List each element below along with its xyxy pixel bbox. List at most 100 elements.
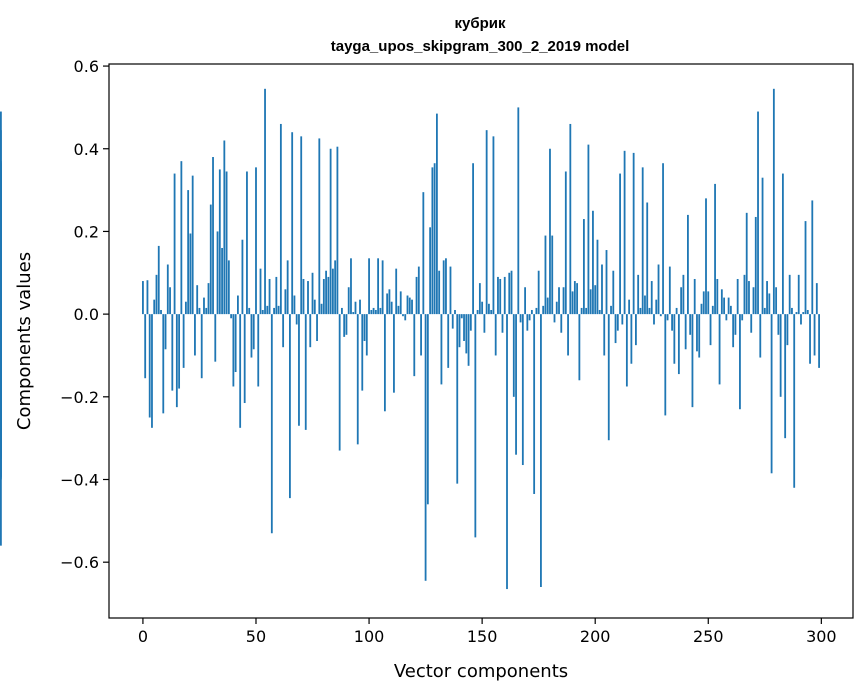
bar-210 (616, 314, 619, 331)
bar-38 (227, 260, 230, 315)
bar-33 (216, 231, 219, 315)
bar-112 (395, 268, 398, 315)
bar-190 (571, 291, 574, 315)
bar-91 (347, 287, 350, 315)
bar-237 (677, 314, 680, 375)
bar-161 (506, 314, 508, 590)
bar-206 (607, 314, 610, 441)
bar-199 (592, 210, 594, 315)
bar-225 (650, 281, 653, 315)
bar-66 (291, 132, 294, 315)
bar-273 (759, 314, 762, 358)
bar-160 (503, 276, 506, 315)
bar-244 (693, 278, 696, 315)
bar-239 (682, 274, 685, 315)
bar-202 (598, 309, 601, 315)
bar-32 (214, 314, 217, 362)
bar-218 (635, 314, 637, 346)
bars-group (0, 88, 820, 590)
bar-177 (542, 305, 545, 315)
bar-278 (770, 314, 773, 474)
bar-71 (302, 278, 305, 315)
bar-138 (454, 309, 456, 315)
bar-212 (621, 314, 624, 325)
bar-119 (411, 299, 413, 315)
bar-195 (582, 219, 585, 315)
bar-35 (221, 247, 223, 315)
bar-88 (341, 307, 343, 315)
bar-169 (524, 287, 526, 315)
bar-217 (632, 152, 635, 315)
bar-280 (775, 287, 778, 315)
bar-36 (223, 140, 226, 315)
bar-191 (573, 281, 576, 315)
bar-3 (148, 314, 151, 418)
bar-205 (605, 250, 608, 315)
bar-233 (668, 266, 671, 315)
bar-170 (526, 314, 529, 331)
bar-132 (440, 314, 443, 385)
bar-107 (383, 314, 386, 412)
y-tick-label: −0.4 (60, 471, 99, 490)
bar-286 (788, 274, 791, 315)
bar-29 (207, 283, 210, 315)
bar-34 (218, 169, 221, 315)
bar-110 (390, 301, 393, 315)
x-tick-label: 50 (246, 627, 266, 646)
bar-266 (743, 274, 746, 315)
bar-151 (483, 314, 486, 333)
bar-274 (761, 177, 764, 315)
bar-83 (329, 148, 332, 315)
bar-198 (589, 289, 592, 315)
bar-158 (499, 278, 502, 315)
bar-53 (261, 309, 264, 315)
bar-101 (370, 309, 373, 315)
bar-165 (515, 314, 517, 455)
bar-221 (641, 167, 644, 315)
bar-255 (718, 314, 721, 385)
bar-43 (239, 314, 242, 428)
bar-82 (327, 276, 330, 315)
bar-192 (576, 283, 579, 315)
y-tick-label: −0.6 (60, 553, 99, 572)
x-axis-ticks: 0 50 100 150 200 250 300 (138, 618, 837, 646)
y-tick-label: −0.2 (60, 388, 99, 407)
bar-127 (429, 227, 432, 315)
bar-137 (451, 314, 454, 329)
bar-277 (768, 293, 771, 315)
bar-85 (334, 260, 337, 315)
bar-235 (673, 314, 676, 364)
bar-241 (687, 214, 689, 315)
bar-63 (284, 289, 287, 315)
bar-59 (275, 276, 278, 315)
bar-78 (318, 138, 321, 315)
bar-181 (551, 235, 554, 315)
bar-93 (352, 312, 355, 315)
bar-246 (698, 314, 701, 358)
bar-201 (596, 239, 599, 315)
bar-7 (157, 245, 160, 315)
bar-37 (225, 171, 228, 315)
bar-167 (519, 314, 522, 323)
bar-130 (436, 113, 438, 315)
bar-173 (533, 314, 536, 494)
bar-162 (508, 272, 511, 315)
bar-123 (420, 314, 422, 356)
bar-97 (361, 314, 364, 391)
bar-153 (488, 303, 490, 315)
bar-219 (637, 274, 640, 315)
bar-156 (494, 314, 497, 356)
bar-155 (492, 136, 495, 315)
x-tick-label: 200 (580, 627, 611, 646)
bar-84 (331, 268, 334, 315)
bar-11 (166, 264, 169, 315)
bar-183 (555, 301, 558, 315)
bar-251 (709, 314, 712, 346)
bar-240 (684, 314, 687, 350)
bar-121 (415, 276, 418, 315)
bar-129 (433, 163, 436, 315)
bar-113 (397, 305, 400, 315)
bar-224 (648, 307, 651, 315)
bar-116 (404, 314, 407, 321)
